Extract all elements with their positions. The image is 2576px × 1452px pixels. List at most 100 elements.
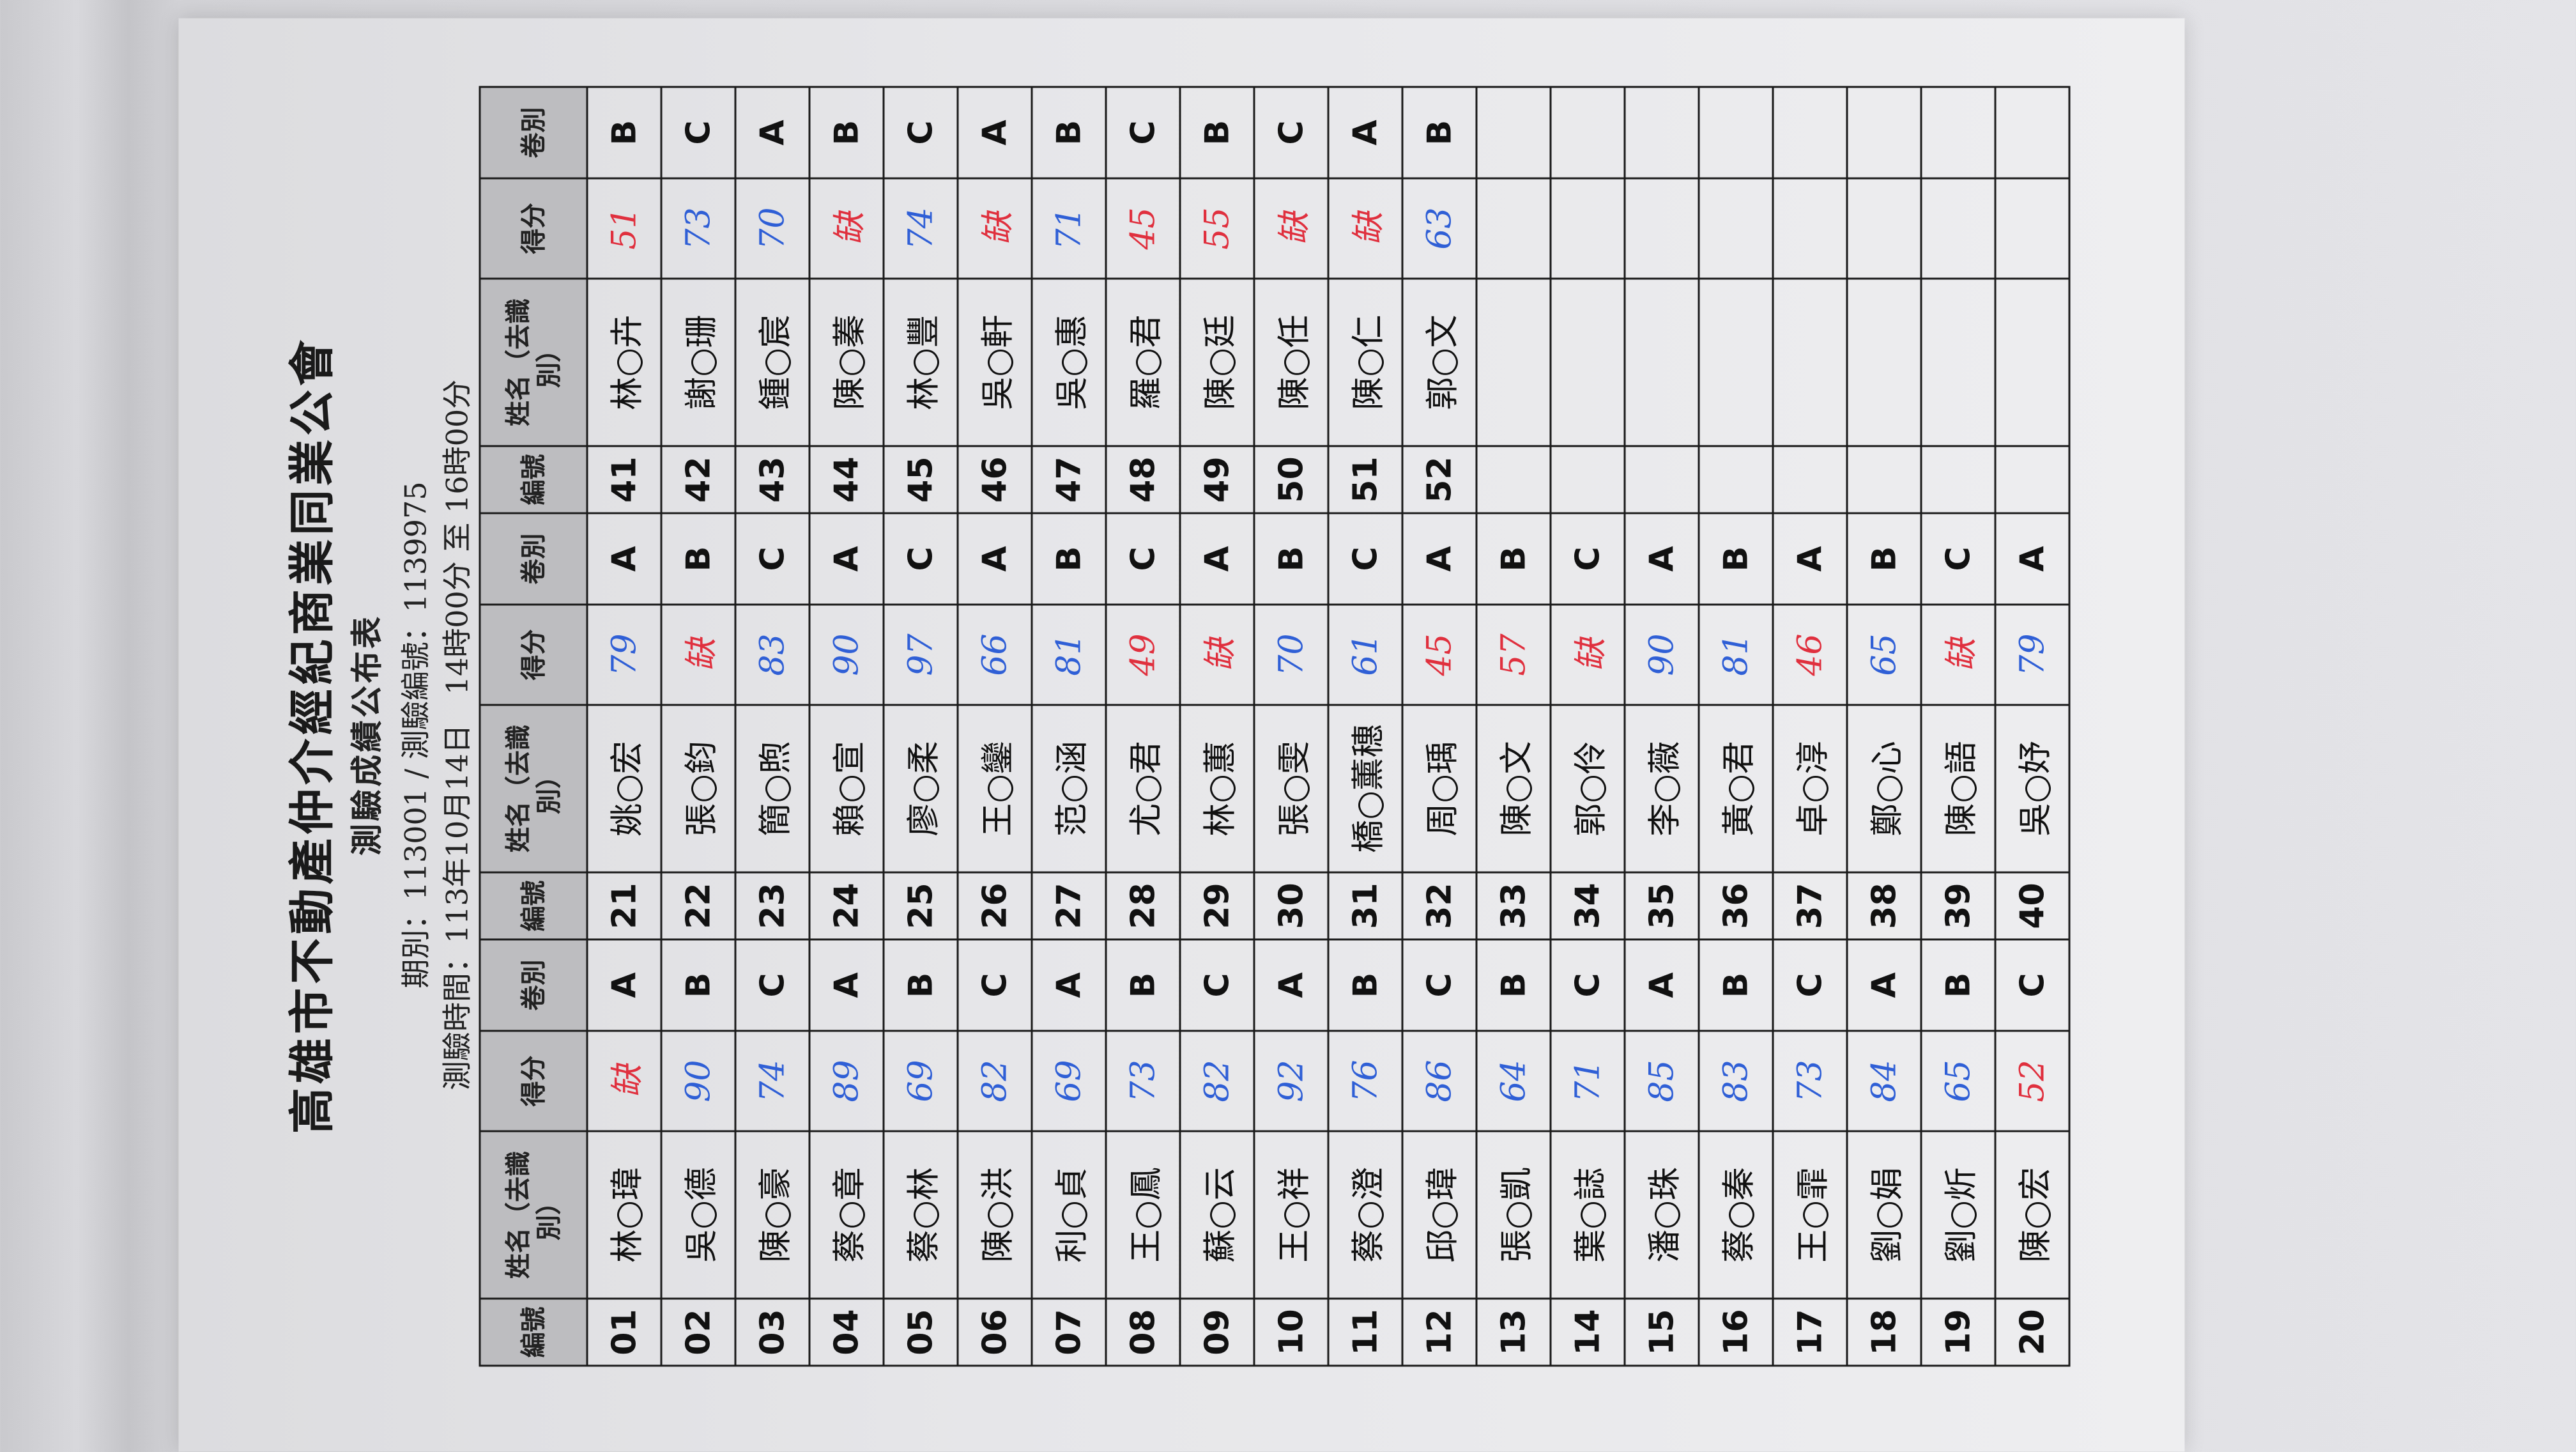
number-cell: 16: [1699, 1299, 1773, 1366]
number-cell: 02: [661, 1299, 735, 1366]
score-sheet-paper: 高雄市不動產仲介經紀商業同業公會 測驗成績公布表 期別：113001 / 測驗編…: [178, 18, 2185, 1452]
score-cell: 73: [1106, 1031, 1180, 1131]
paper-type-cell: C: [884, 513, 958, 605]
name-cell: 陳○語: [1921, 705, 1995, 872]
name-cell: [1476, 279, 1551, 446]
paper-type-cell: [1551, 87, 1625, 178]
score-cell: 缺: [958, 178, 1032, 279]
number-cell: 36: [1699, 872, 1773, 939]
paper-type-cell: C: [1995, 939, 2069, 1031]
paper-type-cell: B: [661, 939, 735, 1031]
number-cell: 50: [1254, 446, 1328, 513]
score-cell: 49: [1106, 605, 1180, 705]
paper-type-cell: A: [587, 513, 661, 605]
table-row: 07 利○貞 69 A 27 范○涵 81 B 47 吳○惠 71 B: [1032, 87, 1106, 1366]
score-cell: 90: [809, 605, 884, 705]
paper-type-cell: [1995, 87, 2069, 178]
header-name: 姓名（去識別）: [480, 279, 587, 446]
name-cell: 尤○君: [1106, 705, 1180, 872]
number-cell: 29: [1180, 872, 1254, 939]
name-cell: 陳○豪: [735, 1131, 809, 1299]
number-cell: [1699, 446, 1773, 513]
paper-type-cell: A: [1773, 513, 1847, 605]
table-row: 16 蔡○秦 83 B 36 黃○君 81 B: [1699, 87, 1773, 1366]
document-subtitle: 測驗成績公布表: [348, 614, 386, 856]
table-row: 05 蔡○林 69 B 25 廖○柔 97 C 45 林○豐 74 C: [884, 87, 958, 1366]
table-row: 11 蔡○澄 76 B 31 橋○薰穗 61 C 51 陳○仁缺 A: [1328, 87, 1402, 1366]
name-cell: 陳○廷: [1180, 279, 1254, 446]
name-cell: [1847, 279, 1921, 446]
number-cell: 15: [1625, 1299, 1699, 1366]
number-cell: 43: [735, 446, 809, 513]
paper-type-cell: [1699, 87, 1773, 178]
score-cell: 缺: [587, 1031, 661, 1131]
score-cell: 46: [1773, 605, 1847, 705]
score-cell: [1699, 178, 1773, 279]
score-cell: 82: [958, 1031, 1032, 1131]
score-cell: 缺: [1921, 605, 1995, 705]
name-cell: 陳○宏: [1995, 1131, 2069, 1299]
document-title: 高雄市不動產仲介經紀商業同業公會: [284, 336, 339, 1134]
number-cell: 03: [735, 1299, 809, 1366]
paper-type-cell: B: [587, 87, 661, 178]
number-cell: 06: [958, 1299, 1032, 1366]
header-name: 姓名（去識別）: [480, 1131, 587, 1299]
score-cell: 89: [809, 1031, 884, 1131]
number-cell: 26: [958, 872, 1032, 939]
number-cell: 13: [1476, 1299, 1551, 1366]
number-cell: 35: [1625, 872, 1699, 939]
number-cell: 09: [1180, 1299, 1254, 1366]
number-cell: 22: [661, 872, 735, 939]
name-cell: 吳○軒: [958, 279, 1032, 446]
table-row: 19 劉○炘 65 B 39 陳○語缺 C: [1921, 87, 1995, 1366]
paper-type-cell: B: [1106, 939, 1180, 1031]
number-cell: 19: [1921, 1299, 1995, 1366]
score-cell: [1773, 178, 1847, 279]
name-cell: 陳○蓁: [809, 279, 884, 446]
score-cell: 83: [735, 605, 809, 705]
header-paper: 卷別: [480, 513, 587, 605]
score-cell: 52: [1995, 1031, 2069, 1131]
number-cell: 12: [1402, 1299, 1476, 1366]
name-cell: 吳○妤: [1995, 705, 2069, 872]
paper-type-cell: B: [1476, 939, 1551, 1031]
paper-type-cell: [1847, 87, 1921, 178]
score-cell: 70: [735, 178, 809, 279]
header-no: 編號: [480, 446, 587, 513]
table-row: 04 蔡○章 89 A 24 賴○宣 90 A 44 陳○蓁缺 B: [809, 87, 884, 1366]
number-cell: 52: [1402, 446, 1476, 513]
table-row: 06 陳○洪 82 C 26 王○鑾 66 A 46 吳○軒缺 A: [958, 87, 1032, 1366]
paper-type-cell: C: [661, 87, 735, 178]
table-header-row: 編號 姓名（去識別） 得分 卷別 編號 姓名（去識別） 得分 卷別 編號 姓名（去識別） 得分 卷別: [480, 87, 587, 1366]
paper-type-cell: A: [1847, 939, 1921, 1031]
name-cell: [1921, 279, 1995, 446]
table-row: 12 邱○瑋 86 C 32 周○瑀 45 A 52 郭○文 63 B: [1402, 87, 1476, 1366]
table-row: 08 王○鳳 73 B 28 尤○君 49 C 48 羅○君 45 C: [1106, 87, 1180, 1366]
paper-type-cell: A: [1625, 513, 1699, 605]
score-cell: 86: [1402, 1031, 1476, 1131]
name-cell: 吳○德: [661, 1131, 735, 1299]
paper-type-cell: C: [1106, 87, 1180, 178]
name-cell: 劉○炘: [1921, 1131, 1995, 1299]
table-row: 09 蘇○云 82 C 29 林○蕙缺 A 49 陳○廷 55 B: [1180, 87, 1254, 1366]
header-score: 得分: [480, 605, 587, 705]
name-cell: 張○鈞: [661, 705, 735, 872]
score-cell: 65: [1921, 1031, 1995, 1131]
name-cell: 王○祥: [1254, 1131, 1328, 1299]
name-cell: 廖○柔: [884, 705, 958, 872]
paper-type-cell: [1773, 87, 1847, 178]
paper-type-cell: C: [1551, 513, 1625, 605]
name-cell: 利○貞: [1032, 1131, 1106, 1299]
score-cell: 69: [884, 1031, 958, 1131]
paper-type-cell: C: [1551, 939, 1625, 1031]
paper-type-cell: B: [1402, 87, 1476, 178]
table-row: 02 吳○德 90 B 22 張○鈞缺 B 42 謝○珊 73 C: [661, 87, 735, 1366]
name-cell: 鄭○心: [1847, 705, 1921, 872]
score-cell: 81: [1032, 605, 1106, 705]
paper-type-cell: C: [884, 87, 958, 178]
name-cell: [1773, 279, 1847, 446]
paper-type-cell: A: [1402, 513, 1476, 605]
table-row: 20 陳○宏 52 C 40 吳○妤 79 A: [1995, 87, 2069, 1366]
score-cell: 缺: [1180, 605, 1254, 705]
name-cell: 王○鑾: [958, 705, 1032, 872]
